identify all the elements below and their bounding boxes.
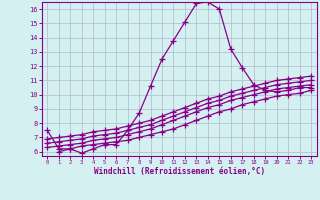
X-axis label: Windchill (Refroidissement éolien,°C): Windchill (Refroidissement éolien,°C) <box>94 167 265 176</box>
